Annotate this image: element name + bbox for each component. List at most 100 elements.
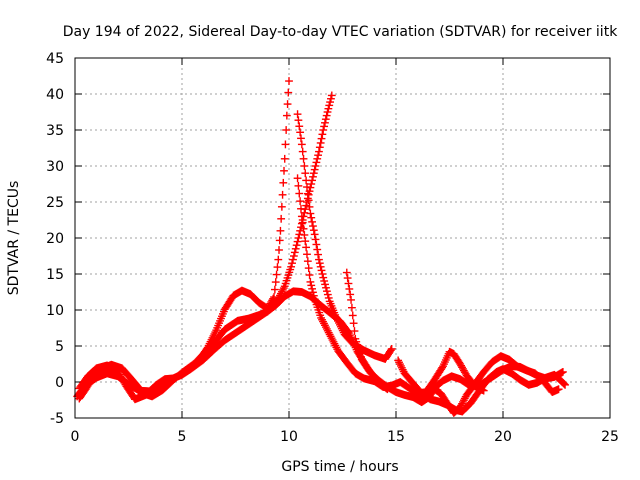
- data-point-marker: [303, 189, 312, 198]
- data-point-marker: [342, 268, 351, 277]
- data-point-marker: [276, 226, 285, 235]
- data-point-marker: [304, 196, 313, 205]
- data-point-marker: [302, 243, 311, 252]
- data-point-marker: [282, 111, 291, 120]
- data-point-marker: [271, 278, 280, 286]
- series-group: [413, 362, 567, 404]
- data-point-marker: [319, 273, 328, 282]
- data-point-marker: [289, 255, 297, 264]
- data-point-marker: [312, 158, 321, 167]
- x-tick-label: 25: [601, 429, 619, 445]
- data-point-marker: [296, 197, 305, 206]
- data-point-marker: [297, 134, 305, 143]
- data-point-marker: [314, 250, 323, 259]
- data-point-marker: [321, 280, 329, 289]
- data-point-marker: [345, 285, 354, 293]
- x-tick-label: 5: [178, 429, 187, 445]
- data-point-marker: [321, 115, 330, 124]
- data-point-marker: [273, 263, 282, 271]
- chart-title: Day 194 of 2022, Sidereal Day-to-day VTE…: [63, 24, 618, 40]
- data-point-marker: [297, 140, 306, 149]
- data-point-marker: [302, 176, 311, 185]
- data-point-marker: [270, 285, 279, 294]
- data-point-marker: [327, 91, 336, 100]
- grid-layer: [75, 58, 610, 418]
- data-point-marker: [318, 270, 327, 278]
- data-point-marker: [309, 222, 317, 230]
- data-point-marker: [294, 181, 303, 190]
- x-tick-label: 15: [387, 429, 405, 445]
- data-point-marker: [323, 108, 332, 116]
- data-point-marker: [277, 214, 286, 223]
- data-point-marker: [303, 250, 311, 259]
- data-point-marker: [310, 230, 319, 239]
- data-point-marker: [296, 128, 305, 137]
- data-point-marker: [353, 340, 362, 349]
- data-point-marker: [326, 98, 334, 106]
- data-point-marker: [308, 284, 317, 293]
- data-point-marker: [305, 202, 314, 211]
- data-point-marker: [323, 290, 332, 299]
- data-point-marker: [317, 266, 326, 275]
- data-point-marker: [309, 291, 318, 300]
- y-tick-label: 25: [46, 195, 64, 211]
- data-point-marker: [316, 262, 325, 271]
- data-point-marker: [302, 201, 311, 210]
- data-point-marker: [307, 213, 316, 222]
- data-point-marker: [297, 212, 306, 221]
- data-point-marker: [311, 162, 320, 170]
- data-point-marker: [313, 154, 322, 163]
- data-point-marker: [315, 259, 324, 268]
- data-point-marker: [270, 293, 278, 301]
- data-point-marker: [309, 172, 317, 181]
- data-point-marker: [348, 311, 357, 320]
- x-tick-label: 10: [280, 429, 298, 445]
- data-point-marker: [279, 178, 288, 187]
- data-point-marker: [287, 262, 296, 271]
- data-point-marker: [298, 147, 307, 156]
- data-point-marker: [275, 246, 283, 254]
- data-point-marker: [311, 235, 320, 244]
- data-point-marker: [320, 122, 328, 131]
- data-point-marker: [319, 126, 328, 134]
- data-point-marker: [321, 118, 329, 127]
- data-point-marker: [343, 274, 352, 282]
- series-group: [342, 268, 563, 417]
- data-point-marker: [301, 169, 310, 178]
- data-point-marker: [290, 248, 299, 257]
- data-point-marker: [324, 104, 333, 113]
- data-point-marker: [308, 217, 317, 226]
- data-points-layer: [73, 77, 569, 417]
- y-tick-label: 30: [46, 159, 64, 175]
- data-point-marker: [344, 279, 353, 288]
- data-point-marker: [309, 169, 318, 178]
- data-point-marker: [346, 290, 355, 299]
- data-point-marker: [297, 219, 306, 228]
- data-point-marker: [315, 143, 324, 152]
- data-point-marker: [272, 270, 281, 279]
- data-point-marker: [295, 189, 304, 198]
- data-point-marker: [277, 202, 286, 211]
- data-point-marker: [309, 288, 317, 297]
- y-axis-label: SDTVAR / TECUs: [6, 181, 22, 296]
- data-point-marker: [297, 204, 305, 213]
- data-point-marker: [315, 147, 323, 156]
- data-point-marker: [282, 126, 291, 134]
- data-point-marker: [356, 352, 365, 361]
- data-point-marker: [307, 281, 316, 290]
- data-point-marker: [280, 154, 289, 163]
- data-point-marker: [299, 154, 308, 163]
- y-tick-label: 15: [46, 267, 64, 283]
- y-tick-label: -5: [50, 411, 64, 427]
- x-tick-label: 0: [71, 429, 80, 445]
- series-group: [293, 110, 396, 363]
- data-point-marker: [323, 287, 331, 296]
- data-point-marker: [320, 277, 329, 285]
- data-point-marker: [304, 264, 313, 272]
- data-point-marker: [561, 380, 569, 389]
- data-point-marker: [349, 319, 358, 328]
- data-point-marker: [274, 255, 283, 264]
- data-point-marker: [354, 343, 362, 352]
